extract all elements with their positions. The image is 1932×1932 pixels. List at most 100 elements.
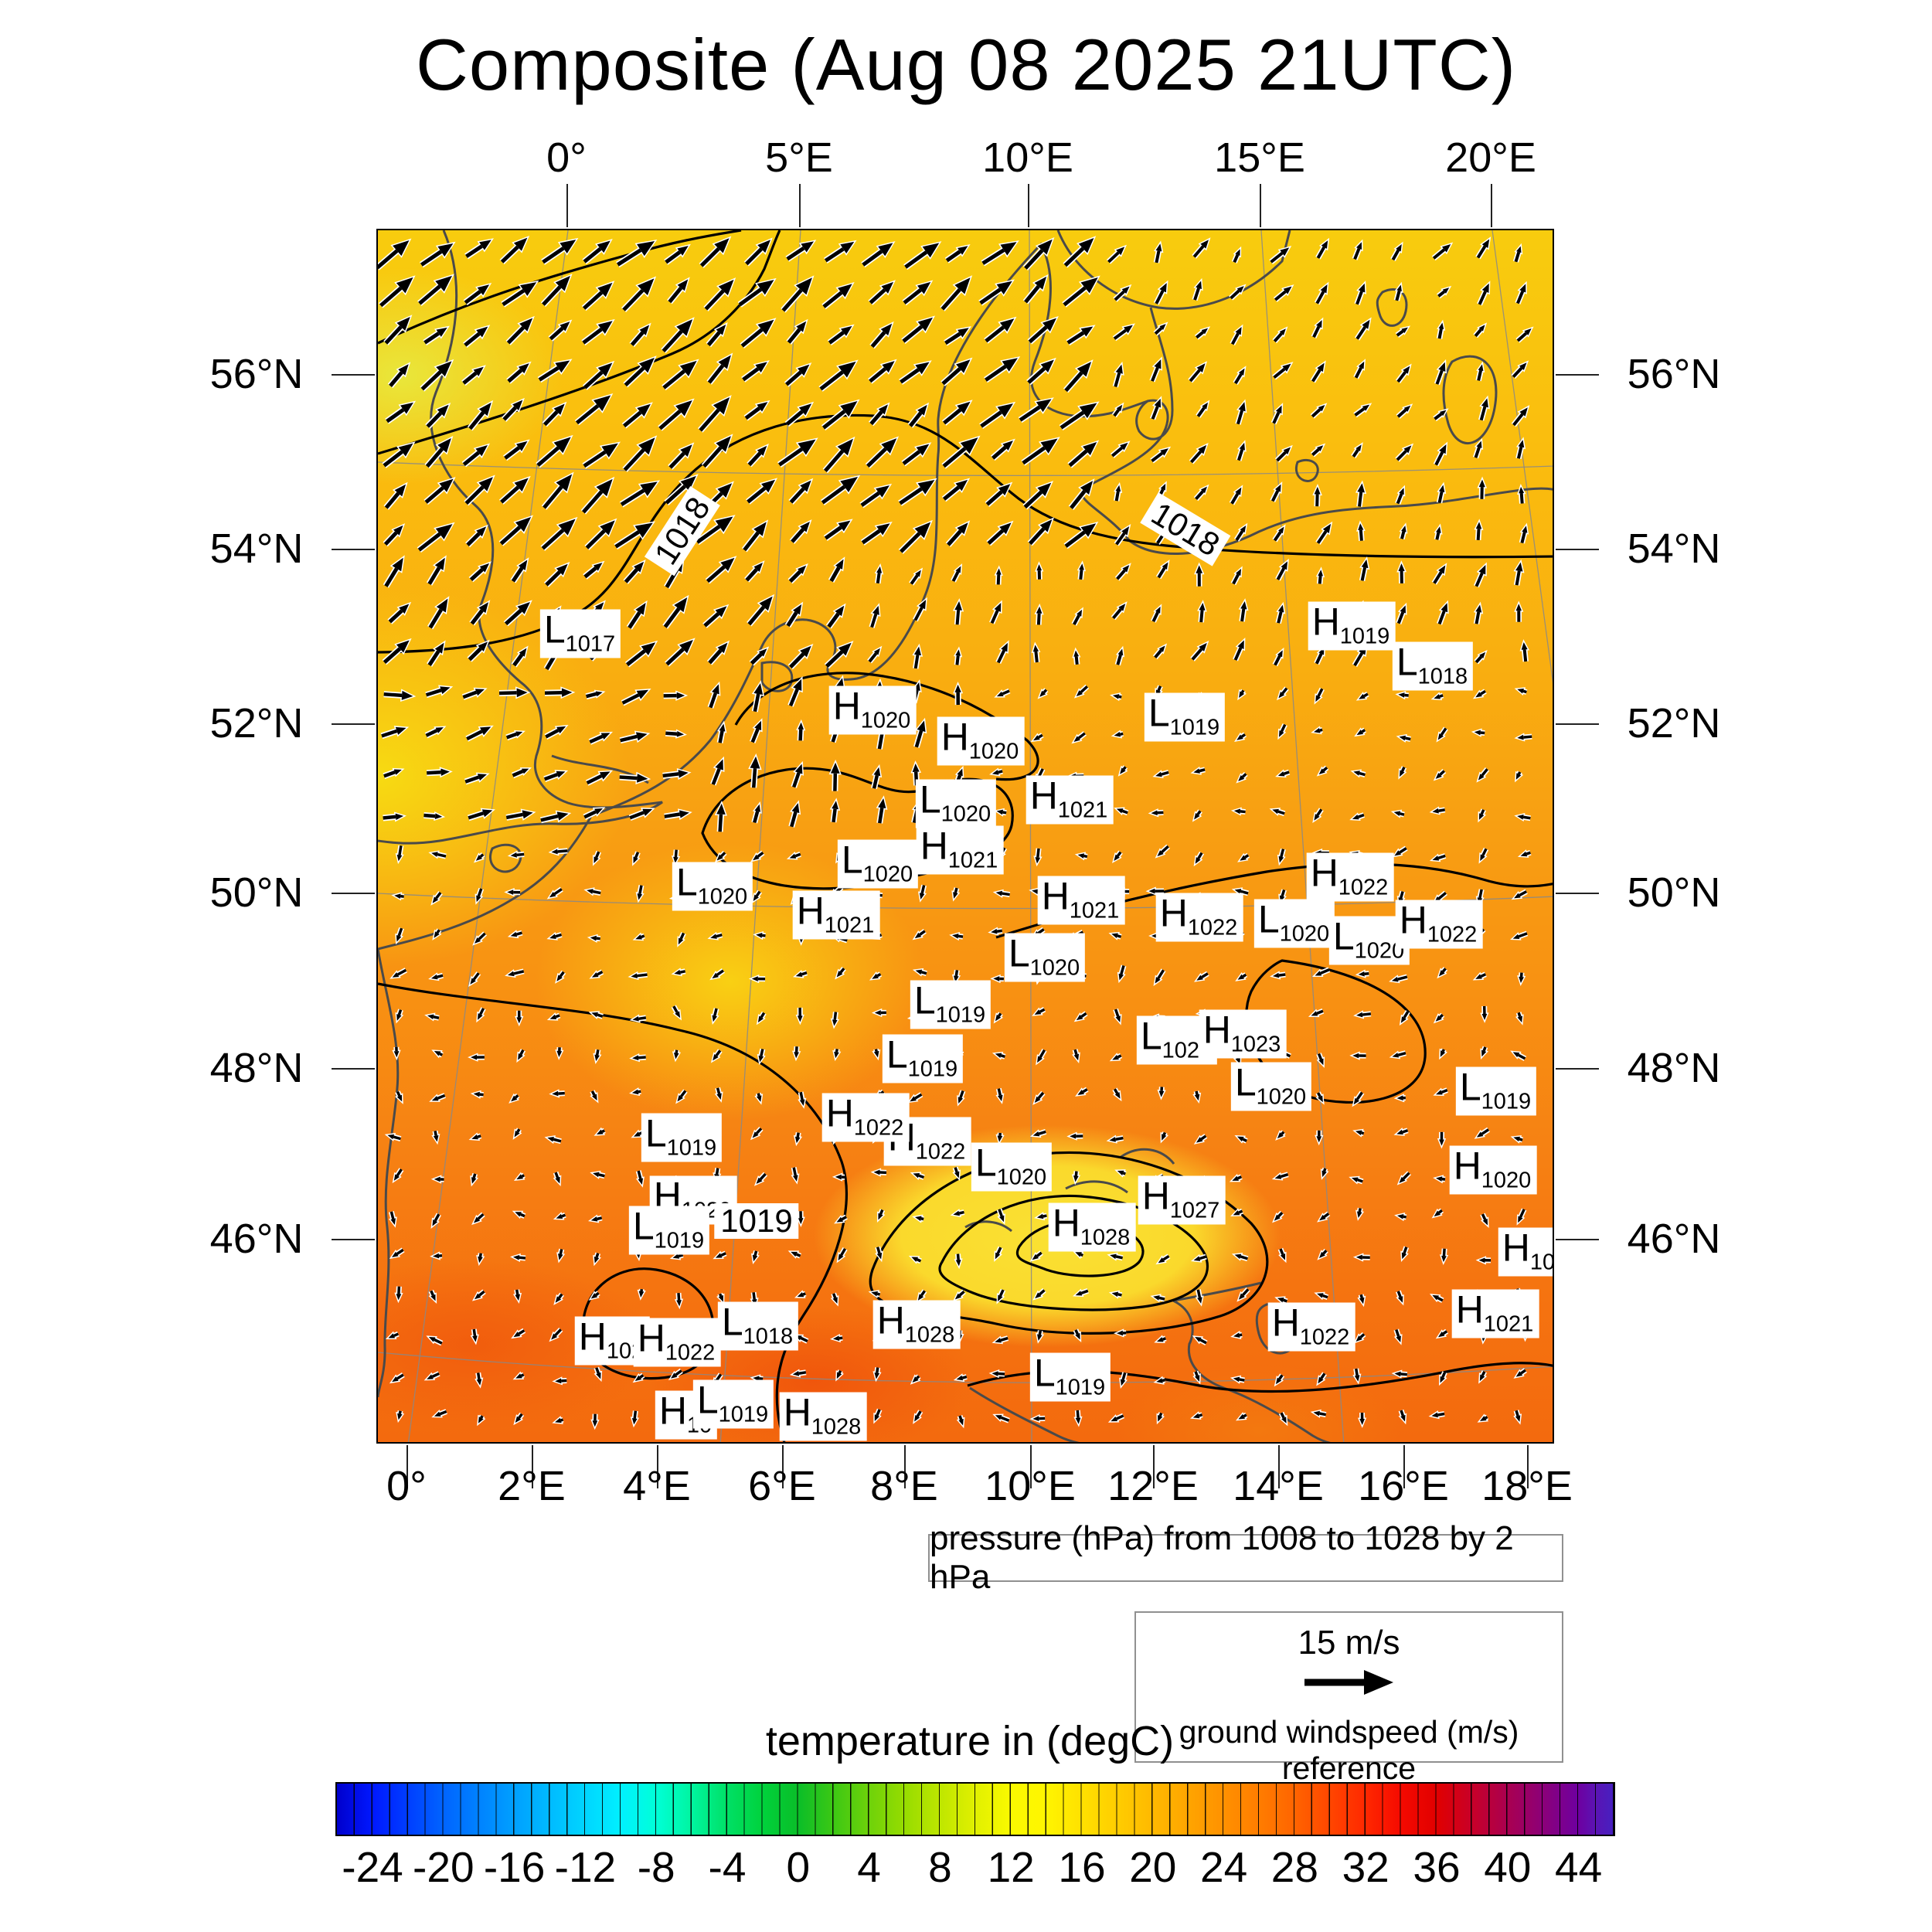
wind-arrow [668, 451, 685, 469]
pressure-center-label-h1021: H1021 [1026, 775, 1114, 825]
pressure-center-label-l1019: L1019 [692, 1379, 774, 1429]
wind-arrow [699, 408, 720, 432]
wind-arrow-head [1200, 486, 1207, 494]
wind-arrow [1363, 692, 1369, 698]
wind-arrow-head [437, 437, 451, 453]
wind-arrow [506, 326, 525, 345]
wind-arrow-head [1432, 808, 1439, 814]
wind-arrow-head [642, 808, 653, 816]
wind-arrow [1481, 848, 1488, 856]
wind-arrow-head [912, 763, 920, 772]
wind-arrow-head [1358, 971, 1365, 977]
wind-arrow [555, 1014, 560, 1019]
wind-arrow-head [1155, 606, 1161, 614]
wind-arrow-head [1319, 1214, 1326, 1221]
wind-arrow [992, 445, 1007, 460]
wind-arrow [1516, 291, 1525, 304]
wind-arrow-head [715, 516, 733, 532]
wind-arrow [1238, 1209, 1243, 1214]
wind-arrow-head [479, 240, 492, 250]
wind-arrow-head [718, 1294, 723, 1302]
wind-arrow-head [476, 526, 487, 537]
wind-arrow [1480, 973, 1487, 978]
coastline [1442, 355, 1498, 445]
wind-arrow [1317, 688, 1324, 697]
wind-arrow [1404, 693, 1409, 697]
wind-arrow-head [1235, 249, 1240, 256]
wind-arrow-head [1162, 1134, 1167, 1141]
wind-arrow [1397, 1051, 1406, 1056]
coastline [964, 1220, 1012, 1233]
wind-arrow-head [716, 324, 726, 335]
wind-arrow-head [1159, 324, 1166, 331]
wind-arrow-head [1478, 774, 1485, 781]
wind-arrow-head [1398, 692, 1405, 698]
wind-arrow-head [673, 856, 679, 864]
wind-arrow-head [797, 1015, 803, 1022]
wind-arrow [1028, 325, 1048, 344]
wind-arrow [601, 1129, 606, 1134]
wind-arrow-head [594, 1054, 600, 1062]
wind-arrow [1280, 1412, 1285, 1419]
left-axis-tick [332, 723, 375, 725]
wind-arrow [1196, 406, 1206, 417]
wind-arrow-head [556, 1050, 563, 1057]
wind-arrow-head [1110, 1253, 1117, 1260]
wind-arrow [614, 530, 640, 549]
wind-arrow-head [1070, 1133, 1077, 1139]
wind-arrow-head [1040, 438, 1058, 454]
wind-arrow-head [1117, 1170, 1124, 1176]
wind-arrow-head [1515, 1415, 1521, 1422]
wind-arrow-head [1037, 1056, 1043, 1063]
wind-arrow [716, 933, 723, 938]
wind-arrow [1280, 1173, 1289, 1179]
pressure-center-label-l1019: L1019 [882, 1034, 964, 1083]
coastline [1294, 458, 1319, 482]
wind-arrow [951, 571, 960, 582]
wind-arrow-head [800, 480, 811, 492]
wind-arrow-head [1512, 934, 1520, 940]
wind-arrow [980, 410, 1002, 428]
wind-arrow [542, 285, 562, 306]
wind-arrow-head [1280, 1253, 1286, 1260]
wind-arrow [616, 248, 642, 267]
wind-arrow-head [677, 279, 689, 291]
wind-arrow [941, 367, 961, 386]
wind-arrow [1158, 1296, 1165, 1301]
wind-arrow [1233, 647, 1243, 661]
pressure-center-label-h1022: H1022 [1267, 1302, 1355, 1352]
wind-arrow [916, 1410, 922, 1417]
wind-arrow [1233, 253, 1240, 264]
wind-arrow [1441, 1371, 1447, 1378]
colorbar-tick-label: 16 [1058, 1843, 1106, 1891]
wind-arrow [1474, 328, 1482, 338]
wind-arrow-head [1481, 1013, 1488, 1020]
wind-arrow-head [1039, 519, 1053, 532]
wind-arrow-head [1120, 767, 1126, 774]
wind-arrow-head [638, 357, 655, 373]
wind-arrow-head [1235, 327, 1242, 335]
wind-arrow-head [759, 596, 773, 611]
wind-arrow [434, 1338, 443, 1345]
wind-arrow-head [800, 522, 810, 532]
wind-arrow-head [558, 519, 576, 536]
wind-arrow-head [1193, 1256, 1201, 1261]
wind-arrow [1522, 815, 1531, 820]
wind-arrow-head [590, 935, 597, 941]
wind-arrow-head [872, 605, 879, 615]
wind-arrow-head [1111, 933, 1118, 938]
wind-arrow [1396, 408, 1407, 418]
wind-arrow [944, 332, 961, 345]
wind-arrow [900, 368, 920, 384]
wind-arrow-head [1158, 1257, 1165, 1264]
wind-arrow-head [712, 972, 719, 979]
wind-arrow [990, 610, 999, 624]
wind-arrow [1230, 289, 1240, 300]
wind-arrow-head [1121, 526, 1130, 536]
wind-arrow-head [680, 444, 692, 457]
wind-arrow [665, 731, 678, 736]
wind-arrow-head [632, 1016, 639, 1022]
wind-arrow-head [1391, 976, 1399, 982]
wind-arrow [716, 1087, 721, 1094]
wind-arrow [760, 1049, 764, 1056]
